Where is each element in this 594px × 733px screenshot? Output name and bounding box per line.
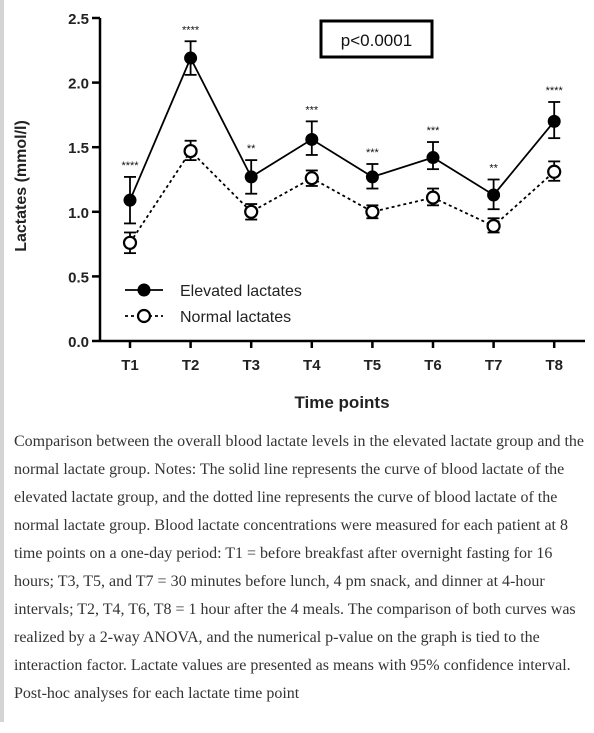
data-point-elevated-lactates — [123, 193, 137, 207]
figure-caption: Comparison between the overall blood lac… — [14, 433, 585, 702]
significance-marker: **** — [121, 160, 139, 172]
x-tick-label: T7 — [485, 357, 503, 374]
data-point-normal-lactates — [425, 190, 441, 205]
series-line-normal-lactates — [129, 149, 555, 244]
data-point-normal-lactates — [122, 235, 138, 250]
x-tick-label: T1 — [121, 357, 139, 374]
x-tick-label: T2 — [182, 357, 200, 374]
p-value-label: p<0.0001 — [341, 31, 412, 50]
p-value-box — [319, 19, 434, 59]
x-axis-label: Time points — [294, 393, 389, 412]
line-chart: 0.0 0.5 1.0 1.5 2.0 2.5 T1 T2 T3 T4 T5 T6 T7 T8 Lactat… — [13, 11, 585, 412]
y-axis-label: Lactates (mmol/l) — [13, 120, 30, 252]
x-tick-label: T8 — [545, 357, 563, 374]
data-point-elevated-lactates — [426, 151, 440, 165]
significance-marker: **** — [546, 85, 564, 97]
significance-marker: **** — [182, 24, 200, 36]
data-point-elevated-lactates — [487, 188, 501, 202]
significance-marker: *** — [366, 147, 380, 159]
legend-label-normal: Normal lactates — [180, 309, 291, 326]
data-point-normal-lactates — [244, 204, 259, 219]
series-line-elevated-lactates — [129, 55, 555, 201]
significance-marker: ** — [489, 163, 498, 175]
data-point-elevated-lactates — [184, 51, 198, 65]
x-tick-label: T3 — [242, 357, 260, 374]
data-point-normal-lactates — [486, 218, 501, 234]
data-point-elevated-lactates — [244, 170, 258, 184]
y-tick-label: 1.0 — [68, 205, 89, 222]
data-point-elevated-lactates — [365, 170, 379, 184]
data-point-normal-lactates — [547, 164, 562, 179]
legend-label-elevated: Elevated lactates — [180, 283, 302, 300]
y-tick-label: 0.5 — [68, 269, 89, 286]
legend-marker-elevated — [137, 283, 151, 297]
data-point-elevated-lactates — [305, 132, 319, 146]
data-point-normal-lactates — [183, 143, 198, 159]
significance-marker: *** — [427, 125, 441, 137]
y-tick-label: 0.0 — [68, 334, 89, 351]
legend-marker-normal — [136, 308, 152, 324]
y-tick-label: 1.5 — [68, 140, 89, 157]
significance-marker: ** — [247, 143, 256, 155]
caption-cutoff — [0, 722, 594, 733]
data-point-normal-lactates — [365, 204, 380, 219]
significance-marker: *** — [305, 104, 319, 116]
y-tick-label: 2.0 — [68, 76, 89, 93]
y-tick-label: 2.5 — [68, 11, 89, 28]
x-tick-label: T6 — [424, 357, 442, 374]
data-point-normal-lactates — [304, 171, 319, 186]
x-tick-label: T4 — [303, 357, 321, 374]
left-border — [0, 0, 4, 733]
data-point-elevated-lactates — [547, 114, 561, 128]
x-tick-label: T5 — [364, 357, 382, 374]
